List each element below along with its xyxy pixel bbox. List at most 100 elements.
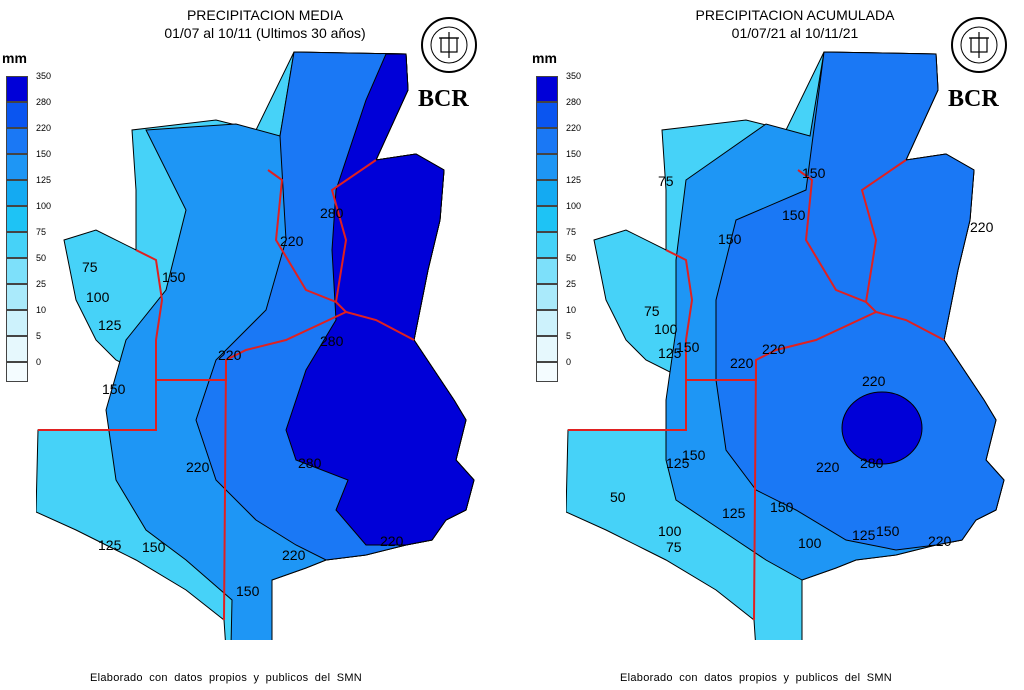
legend-swatch: [536, 128, 558, 154]
contour-label: 100: [798, 535, 822, 551]
legend-swatch: [6, 154, 28, 180]
legend-tick-label: 75: [36, 227, 47, 237]
contour-label: 220: [218, 347, 242, 363]
contour-label: 150: [876, 523, 900, 539]
contour-label: 125: [666, 455, 690, 471]
legend-swatch: [6, 76, 28, 102]
legend-swatch: [536, 206, 558, 232]
contour-label: 220: [730, 355, 754, 371]
brand-logo-text: BCR: [948, 86, 999, 112]
legend-tick-label: 100: [36, 201, 52, 211]
legend-swatch: [6, 310, 28, 336]
legend-tick-label: 125: [566, 175, 582, 185]
title-line-2: 01/07/21 al 10/11/21: [731, 25, 859, 41]
contour-label: 150: [770, 499, 794, 515]
contour-label: 75: [666, 539, 682, 555]
legend-tick-label: 280: [36, 97, 52, 107]
seal-logo: [951, 17, 1007, 73]
contour-label: 150: [142, 539, 166, 555]
legend-swatch: [536, 258, 558, 284]
legend-swatch: [6, 232, 28, 258]
contour-label: 125: [722, 505, 746, 521]
contour-label: 150: [802, 165, 826, 181]
contour-label: 220: [186, 459, 210, 475]
legend-tick-label: 5: [566, 331, 572, 341]
title-line-1: PRECIPITACION MEDIA: [186, 7, 344, 23]
contour-label: 280: [320, 205, 344, 221]
legend-swatch: [536, 362, 558, 382]
legend-tick-label: 50: [36, 253, 47, 263]
legend-tick-label: 150: [36, 149, 52, 159]
legend-swatch: [6, 128, 28, 154]
legend-unit: mm: [532, 50, 557, 66]
legend-tick-label: 150: [566, 149, 582, 159]
legend-swatch: [6, 102, 28, 128]
contour-label: 150: [676, 339, 700, 355]
contour-label: 150: [162, 269, 186, 285]
contour-label: 280: [298, 455, 322, 471]
legend-tick-label: 350: [36, 71, 52, 81]
contour-label: 125: [852, 527, 876, 543]
legend-tick-label: 10: [566, 305, 577, 315]
legend-tick-label: 220: [566, 123, 582, 133]
contour-label: 150: [782, 207, 806, 223]
map-footer: Elaborado con datos propios y publicos d…: [90, 672, 363, 684]
seal-logo: [421, 17, 477, 73]
legend-swatch: [6, 284, 28, 310]
legend-swatch: [6, 206, 28, 232]
legend-swatch: [536, 154, 558, 180]
contour-label: 220: [282, 547, 306, 563]
contour-label: 150: [718, 231, 742, 247]
map-panel-acumulada: PRECIPITACION ACUMULADA 01/07/21 al 10/1…: [530, 0, 1024, 690]
contour-label: 150: [236, 583, 260, 599]
contour-label: 75: [644, 303, 660, 319]
precipitation-map-acumulada: 75 150 150 150 75 100 125 150 220 220 22…: [566, 51, 1005, 640]
legend-tick-label: 0: [36, 357, 42, 367]
legend-tick-label: 5: [36, 331, 42, 341]
legend-swatch: [6, 336, 28, 362]
precipitation-map-media: 75 100 125 150 150 220 220 280 280 220 2…: [36, 51, 475, 640]
legend-tick-label: 280: [566, 97, 582, 107]
map-title: PRECIPITACION ACUMULADA 01/07/21 al 10/1…: [630, 6, 960, 42]
contour-label: 150: [682, 447, 706, 463]
legend-tick-label: 220: [36, 123, 52, 133]
legend-tick-label: 25: [566, 279, 577, 289]
legend-tick-label: 100: [566, 201, 582, 211]
legend-tick-label: 75: [566, 227, 577, 237]
legend-unit: mm: [2, 50, 27, 66]
legend-swatch: [6, 258, 28, 284]
contour-label: 125: [98, 317, 122, 333]
title-line-1: PRECIPITACION ACUMULADA: [695, 7, 895, 23]
contour-label: 50: [610, 489, 626, 505]
contour-label: 220: [970, 219, 994, 235]
legend-tick-label: 10: [36, 305, 47, 315]
contour-label: 220: [762, 341, 786, 357]
contour-label: 100: [658, 523, 682, 539]
legend-swatch: [536, 232, 558, 258]
legend-tick-label: 125: [36, 175, 52, 185]
legend-tick-label: 350: [566, 71, 582, 81]
contour-label: 75: [82, 259, 98, 275]
contour-label: 280: [860, 455, 884, 471]
contour-label: 220: [862, 373, 886, 389]
brand-logo-text: BCR: [418, 86, 469, 112]
contour-label: 220: [816, 459, 840, 475]
map-panel-media: PRECIPITACION MEDIA 01/07 al 10/11 (Ulti…: [2, 6, 477, 684]
contour-label: 100: [86, 289, 110, 305]
legend-swatch: [536, 310, 558, 336]
contour-label: 100: [654, 321, 678, 337]
legend-tick-label: 25: [36, 279, 47, 289]
legend-swatch: [536, 76, 558, 102]
legend-swatch: [6, 180, 28, 206]
contour-label: 75: [658, 173, 674, 189]
legend-swatch: [6, 362, 28, 382]
contour-label: 220: [928, 533, 952, 549]
contour-label: 220: [380, 533, 404, 549]
legend-tick-label: 50: [566, 253, 577, 263]
map-title: PRECIPITACION MEDIA 01/07 al 10/11 (Ulti…: [100, 6, 430, 42]
legend-swatch: [536, 102, 558, 128]
legend-tick-label: 0: [566, 357, 572, 367]
contour-label: 125: [98, 537, 122, 553]
contour-label: 125: [658, 345, 682, 361]
map-footer: Elaborado con datos propios y publicos d…: [620, 672, 893, 684]
